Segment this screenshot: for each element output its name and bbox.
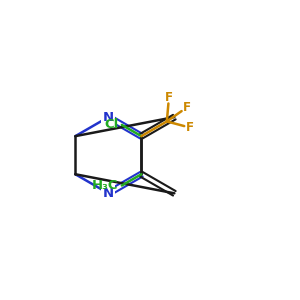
Text: N: N xyxy=(103,187,114,200)
Text: Cl: Cl xyxy=(104,118,118,131)
Text: F: F xyxy=(165,91,173,104)
Text: N: N xyxy=(103,111,114,124)
Text: H₃C: H₃C xyxy=(92,179,118,192)
Text: F: F xyxy=(183,101,191,114)
Text: F: F xyxy=(186,121,194,134)
